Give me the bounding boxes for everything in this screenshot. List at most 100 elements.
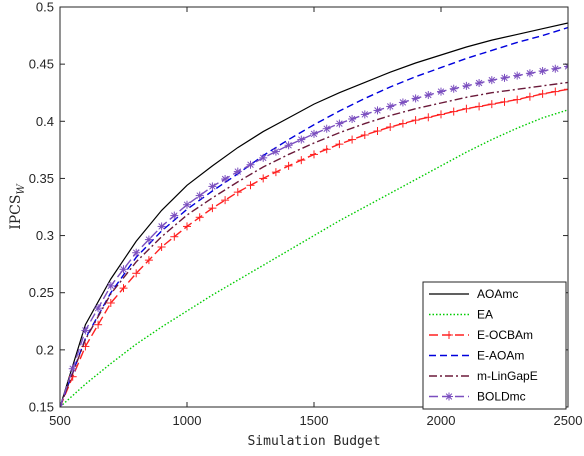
series-point-e-ocbam xyxy=(259,174,268,183)
series-point-e-ocbam xyxy=(335,140,344,149)
series-point-boldmc xyxy=(246,160,255,169)
x-tick-label: 2000 xyxy=(427,413,456,428)
y-tick-label: 0.25 xyxy=(29,285,54,300)
series-point-boldmc xyxy=(132,248,141,257)
legend-marker xyxy=(445,392,453,401)
series-m-lingape xyxy=(60,81,568,407)
series-point-boldmc xyxy=(271,147,280,156)
series-line-e-aoam xyxy=(60,26,568,407)
series-point-e-ocbam xyxy=(233,188,242,197)
series-e-ocbam xyxy=(60,85,568,407)
series-point-boldmc xyxy=(348,115,357,123)
y-axis-title: IPCSW xyxy=(8,184,27,230)
series-point-boldmc xyxy=(398,98,407,107)
series-point-e-ocbam xyxy=(310,150,318,159)
series-point-e-ocbam xyxy=(564,85,568,94)
legend-item-boldmc: BOLDmc xyxy=(429,390,526,404)
legend-item-ea: EA xyxy=(429,308,493,322)
series-point-boldmc xyxy=(500,73,509,82)
series-line-aoamc xyxy=(60,22,568,407)
series-point-e-ocbam xyxy=(144,256,153,265)
legend-item-m-lingape: m-LinGapE xyxy=(429,369,538,383)
series-point-e-ocbam xyxy=(411,116,420,125)
y-axis-title-subscript: W xyxy=(16,184,27,195)
series-e-aoam xyxy=(60,26,568,407)
series-point-e-ocbam xyxy=(398,119,407,128)
series-point-boldmc xyxy=(551,64,560,73)
series-point-e-ocbam xyxy=(183,222,191,231)
series-point-e-ocbam xyxy=(424,113,433,122)
legend-item-e-ocbam: E-OCBAm xyxy=(429,328,533,342)
series-point-e-ocbam xyxy=(360,131,369,139)
series-point-e-ocbam xyxy=(551,87,560,96)
series-point-e-ocbam xyxy=(513,95,522,104)
series-point-boldmc xyxy=(297,135,306,144)
legend-label: EA xyxy=(477,308,493,322)
series-point-e-ocbam xyxy=(437,110,445,119)
series-point-boldmc xyxy=(259,153,268,162)
series-point-boldmc xyxy=(144,235,153,244)
series-point-e-ocbam xyxy=(525,92,534,101)
series-point-e-ocbam xyxy=(132,269,141,278)
series-point-boldmc xyxy=(475,79,484,87)
legend-label: BOLDmc xyxy=(477,390,526,404)
x-tick-label: 1000 xyxy=(173,413,202,428)
series-point-boldmc xyxy=(68,364,77,373)
y-tick-label: 0.3 xyxy=(36,228,54,243)
series-point-e-ocbam xyxy=(246,181,255,190)
legend-item-e-aoam: E-AOAm xyxy=(429,349,524,363)
series-point-boldmc xyxy=(119,265,128,274)
series-point-e-ocbam xyxy=(538,89,547,98)
legend-marker xyxy=(445,331,453,339)
x-axis-title: Simulation Budget xyxy=(247,434,380,449)
y-tick-label: 0.35 xyxy=(29,171,54,186)
series-point-boldmc xyxy=(513,71,522,80)
series-point-boldmc xyxy=(462,81,471,90)
legend-box xyxy=(422,281,567,410)
series-point-boldmc xyxy=(81,326,90,335)
legend-label: E-AOAm xyxy=(477,349,524,363)
series-point-boldmc xyxy=(221,175,230,183)
series-point-boldmc xyxy=(538,67,547,75)
y-tick-label: 0.2 xyxy=(36,342,54,357)
series-point-boldmc xyxy=(424,91,433,99)
series-point-e-ocbam xyxy=(208,204,217,213)
series-point-e-ocbam xyxy=(487,100,496,109)
series-point-boldmc xyxy=(183,200,191,209)
series-point-e-ocbam xyxy=(348,135,357,144)
y-axis-title-main: IPCS xyxy=(8,195,24,230)
legend-item-aoamc: AOAmc xyxy=(429,287,518,301)
legend: AOAmc EA E-OCBAm E-AOAm m-LinGapE BOLDmc xyxy=(422,281,567,410)
y-tick-label: 0.15 xyxy=(29,400,54,415)
series-point-e-ocbam xyxy=(271,168,280,177)
series-point-e-ocbam xyxy=(284,161,293,170)
legend-label: m-LinGapE xyxy=(477,369,538,383)
series-point-e-ocbam xyxy=(500,97,509,106)
series-point-boldmc xyxy=(373,106,382,115)
series-boldmc xyxy=(60,62,568,407)
series-point-boldmc xyxy=(449,84,458,93)
series-point-e-ocbam xyxy=(462,104,471,113)
legend-label: AOAmc xyxy=(477,287,518,301)
series-layer xyxy=(60,22,568,407)
series-point-boldmc xyxy=(233,167,242,176)
series-line-m-lingape xyxy=(60,81,568,407)
series-point-boldmc xyxy=(437,87,445,96)
y-tick-label: 0.45 xyxy=(29,57,54,72)
x-tick-label: 1500 xyxy=(300,413,329,428)
series-point-e-ocbam xyxy=(386,123,395,131)
x-tick-label: 500 xyxy=(49,413,71,428)
series-point-e-ocbam xyxy=(195,213,204,222)
series-point-e-ocbam xyxy=(297,156,306,165)
series-point-e-ocbam xyxy=(449,107,458,116)
series-point-boldmc xyxy=(60,403,64,407)
y-tick-label: 0.4 xyxy=(36,114,54,129)
series-point-e-ocbam xyxy=(119,284,128,293)
series-point-boldmc xyxy=(106,281,115,290)
series-point-boldmc xyxy=(487,76,496,85)
y-tick-label: 0.5 xyxy=(36,0,54,15)
series-point-boldmc xyxy=(208,182,217,191)
series-point-e-ocbam xyxy=(475,102,484,111)
series-point-e-ocbam xyxy=(106,299,115,307)
